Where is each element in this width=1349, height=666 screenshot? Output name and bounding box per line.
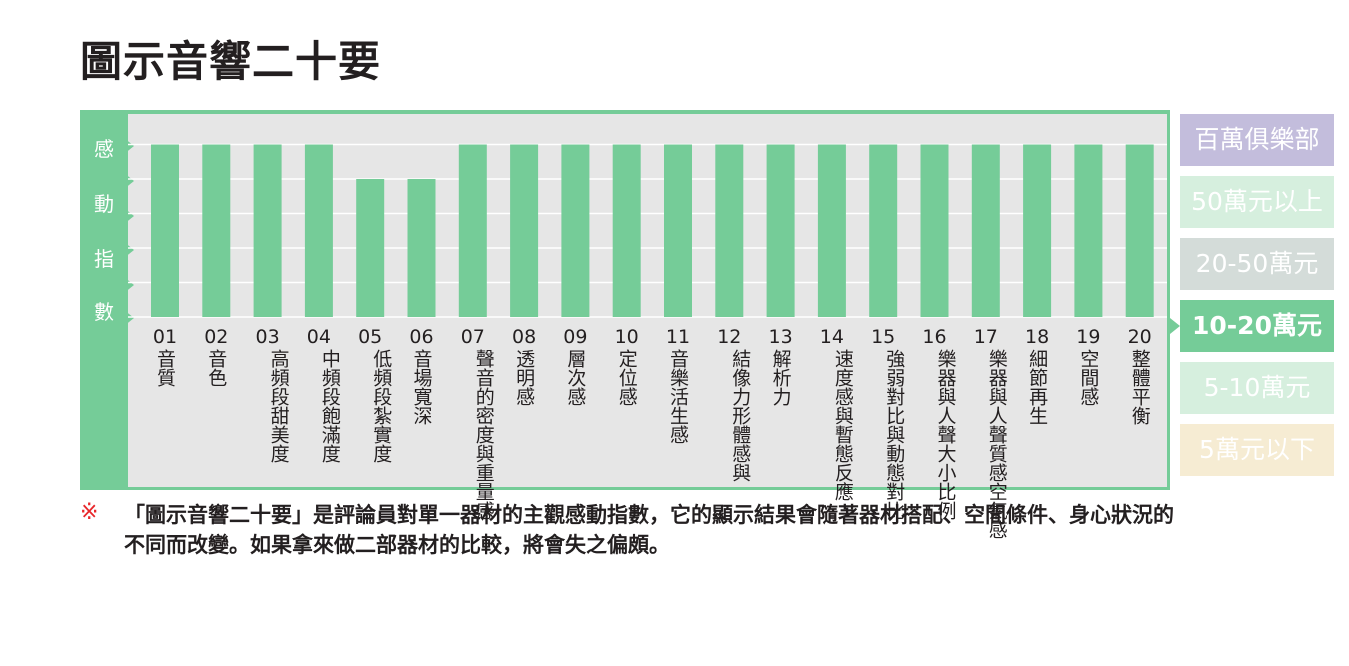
legend-item: 50萬元以上 bbox=[1180, 176, 1334, 228]
category-label: 透明感 bbox=[513, 349, 536, 406]
page-title: 圖示音響二十要 bbox=[80, 37, 382, 86]
category-number: 08 bbox=[512, 326, 537, 348]
note-text: 「圖示音響二十要」是評論員對單一器材的主觀感動指數，它的顯示結果會隨著器材搭配、… bbox=[124, 503, 1174, 557]
y-axis-label-char: 數 bbox=[94, 300, 114, 324]
legend-item: 5-10萬元 bbox=[1180, 362, 1334, 414]
category-number: 06 bbox=[409, 326, 434, 348]
bar-10 bbox=[612, 144, 641, 317]
bar-06 bbox=[407, 179, 436, 317]
category-number: 10 bbox=[614, 326, 639, 348]
category-label: 結像力形體感與 bbox=[729, 349, 752, 482]
category-number: 11 bbox=[665, 326, 691, 348]
bar-13 bbox=[766, 144, 795, 317]
category-number: 02 bbox=[204, 326, 229, 348]
bar-03 bbox=[253, 144, 282, 317]
category-label: 空間感 bbox=[1077, 349, 1100, 406]
category-number: 18 bbox=[1025, 326, 1050, 348]
bar-09 bbox=[561, 144, 590, 317]
bar-17 bbox=[971, 144, 1000, 317]
category-number: 12 bbox=[717, 326, 742, 348]
legend-active-marker bbox=[1170, 318, 1180, 334]
category-label: 音色 bbox=[205, 349, 228, 387]
bar-11 bbox=[664, 144, 692, 317]
bar-05 bbox=[356, 179, 385, 317]
axis-tick-notch bbox=[124, 173, 134, 189]
bar-14 bbox=[817, 144, 846, 317]
category-number: 20 bbox=[1127, 326, 1152, 348]
category-number: 15 bbox=[871, 326, 896, 348]
bar-15 bbox=[869, 144, 898, 317]
category-label: 速度感與暫態反應 bbox=[831, 349, 854, 501]
category-label: 樂器與人聲質感空氣感 bbox=[985, 349, 1008, 539]
category-number: 14 bbox=[819, 326, 844, 348]
category-number: 05 bbox=[358, 326, 383, 348]
category-number: 04 bbox=[306, 326, 331, 348]
category-label: 整體平衡 bbox=[1128, 349, 1151, 425]
y-axis-label-char: 感 bbox=[94, 137, 114, 161]
category-number: 16 bbox=[922, 326, 947, 348]
y-axis-label-char: 動 bbox=[94, 192, 114, 216]
category-label: 音場寬深 bbox=[410, 349, 433, 425]
bar-01 bbox=[151, 144, 179, 317]
axis-tick-notch bbox=[124, 208, 134, 224]
category-number: 13 bbox=[768, 326, 793, 348]
bar-08 bbox=[510, 144, 539, 317]
legend-item: 20-50萬元 bbox=[1180, 238, 1334, 290]
category-label: 高頻段甜美度 bbox=[267, 349, 290, 463]
category-number: 07 bbox=[460, 326, 485, 348]
bar-04 bbox=[304, 144, 333, 317]
bar-18 bbox=[1023, 144, 1052, 317]
note-mark: ※ bbox=[80, 500, 99, 525]
category-label: 定位感 bbox=[615, 349, 638, 406]
category-label: 解析力 bbox=[769, 349, 792, 406]
category-number: 09 bbox=[563, 326, 588, 348]
bar-02 bbox=[202, 144, 231, 317]
category-label: 樂器與人聲大小比例 bbox=[934, 349, 957, 520]
category-label: 音質 bbox=[154, 349, 176, 387]
category-number: 19 bbox=[1076, 326, 1101, 348]
category-label: 中頻段飽滿度 bbox=[318, 349, 341, 463]
axis-tick-notch bbox=[124, 277, 134, 293]
category-label: 強弱對比與動態對比 bbox=[883, 349, 906, 520]
category-number: 03 bbox=[255, 326, 280, 348]
axis-tick-notch bbox=[124, 138, 134, 154]
bar-12 bbox=[715, 144, 744, 317]
category-label: 音樂活生感 bbox=[667, 349, 689, 444]
legend-item: 百萬俱樂部 bbox=[1180, 114, 1334, 166]
bar-16 bbox=[920, 144, 949, 317]
category-label: 細節再生 bbox=[1026, 349, 1049, 425]
bar-07 bbox=[458, 144, 487, 317]
category-label: 低頻段紮實度 bbox=[370, 349, 393, 463]
legend-item: 5萬元以下 bbox=[1180, 424, 1334, 476]
category-number: 17 bbox=[973, 326, 998, 348]
bar-20 bbox=[1125, 144, 1154, 317]
category-label: 層次感 bbox=[564, 349, 587, 406]
legend-item: 10-20萬元 bbox=[1180, 300, 1334, 352]
y-axis-label-char: 指 bbox=[94, 247, 114, 271]
bar-19 bbox=[1074, 144, 1103, 317]
category-number: 01 bbox=[152, 326, 178, 348]
axis-tick-notch bbox=[124, 310, 134, 326]
axis-tick-notch bbox=[124, 242, 134, 258]
category-label: 聲音的密度與重量感 bbox=[472, 349, 495, 520]
